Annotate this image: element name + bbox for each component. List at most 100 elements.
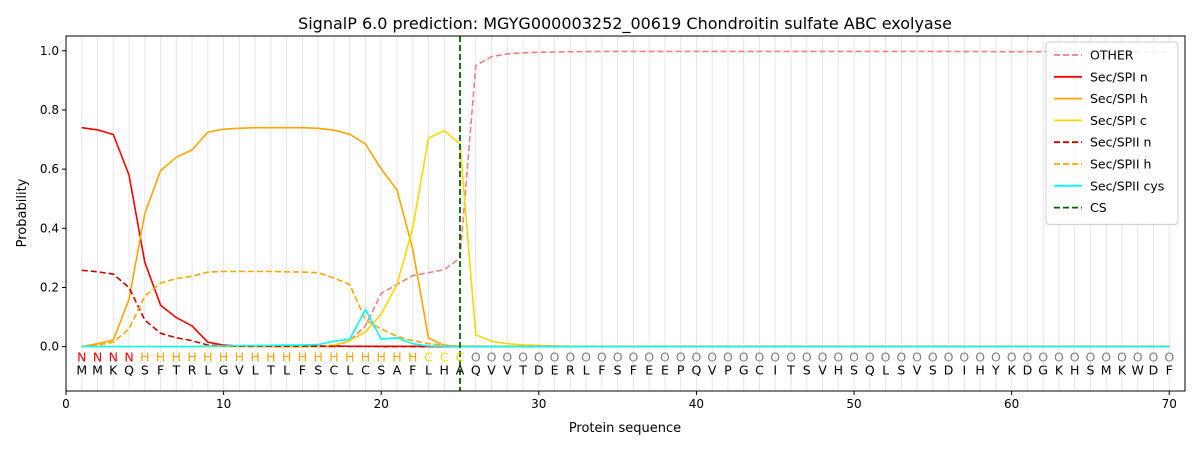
chart-title: SignalP 6.0 prediction: MGYG000003252_00… <box>298 14 952 34</box>
legend: OTHER Sec/SPI n Sec/SPI h Sec/SPI c Sec/SPII… <box>1045 41 1179 225</box>
series-line-sec-spi-h <box>81 126 1170 348</box>
residue-label: F <box>409 363 416 378</box>
x-tick-label: 0 <box>62 397 70 411</box>
series-layer <box>81 50 1170 348</box>
residue-label: V <box>708 363 717 378</box>
x-tick-label: 50 <box>846 397 861 411</box>
region-label: O <box>912 349 922 364</box>
region-label: O <box>707 349 717 364</box>
residue-label: Q <box>124 363 134 378</box>
region-label: H <box>250 349 259 364</box>
region-label: O <box>833 349 843 364</box>
residue-label: D <box>944 363 954 378</box>
region-label: H <box>345 349 354 364</box>
residue-label: K <box>1118 363 1127 378</box>
residue-label: L <box>204 363 211 378</box>
residue-label: K <box>1008 363 1017 378</box>
region-label: O <box>881 349 891 364</box>
y-axis-ticks: 0.0 0.2 0.4 0.6 0.8 1.0 <box>40 44 66 354</box>
series-line-sec-spi-c <box>81 129 1170 348</box>
x-tick-label: 20 <box>374 397 389 411</box>
residue-label: Q <box>865 363 875 378</box>
residue-label: S <box>1086 363 1094 378</box>
region-label: O <box>928 349 938 364</box>
residue-label: T <box>172 363 181 378</box>
region-label: O <box>802 349 812 364</box>
region-label: O <box>597 349 607 364</box>
residue-label: V <box>487 363 496 378</box>
region-label: C <box>456 349 465 364</box>
residue-label: V <box>503 363 512 378</box>
residue-label: E <box>551 363 559 378</box>
residue-label: T <box>266 363 275 378</box>
residue-label: T <box>518 363 527 378</box>
region-label: O <box>865 349 875 364</box>
residue-label: V <box>913 363 922 378</box>
region-label: O <box>944 349 954 364</box>
residue-label: Y <box>991 363 1000 378</box>
region-label: H <box>377 349 386 364</box>
region-label: O <box>1038 349 1048 364</box>
residue-label: Q <box>692 363 702 378</box>
region-label: O <box>739 349 749 364</box>
series-line-sec-spii-h <box>81 270 1170 348</box>
residue-label: L <box>252 363 259 378</box>
residue-label: C <box>330 363 339 378</box>
region-label: O <box>471 349 481 364</box>
region-label: O <box>692 349 702 364</box>
x-axis-ticks: 0 10 20 30 40 50 60 70 <box>62 391 1177 411</box>
legend-label: Sec/SPI c <box>1090 113 1147 128</box>
residue-label: Q <box>471 363 481 378</box>
region-label: O <box>1054 349 1064 364</box>
region-label: O <box>581 349 591 364</box>
region-label: O <box>959 349 969 364</box>
region-label: H <box>408 349 417 364</box>
region-label: O <box>534 349 544 364</box>
residue-label: E <box>645 363 653 378</box>
residue-label: S <box>850 363 858 378</box>
y-tick-label: 0.6 <box>40 162 59 176</box>
residue-label: F <box>157 363 164 378</box>
residue-label: G <box>219 363 229 378</box>
region-label: O <box>896 349 906 364</box>
region-label: O <box>1149 349 1159 364</box>
residue-label: D <box>534 363 544 378</box>
residue-label: W <box>1132 363 1144 378</box>
y-tick-label: 0.0 <box>40 340 59 354</box>
region-label: O <box>676 349 686 364</box>
residue-label: G <box>739 363 749 378</box>
residue-label: A <box>393 363 402 378</box>
region-label: O <box>550 349 560 364</box>
region-label: H <box>187 349 196 364</box>
residue-label: E <box>661 363 669 378</box>
residue-label: H <box>834 363 843 378</box>
legend-label: OTHER <box>1090 48 1134 63</box>
region-label: H <box>329 349 338 364</box>
residue-label: T <box>786 363 795 378</box>
region-label: O <box>518 349 528 364</box>
residue-label: S <box>929 363 937 378</box>
residue-label: S <box>377 363 385 378</box>
x-tick-label: 60 <box>1004 397 1019 411</box>
region-label: N <box>109 349 118 364</box>
series-line-other <box>81 50 1170 348</box>
residue-label: R <box>566 363 575 378</box>
region-label: O <box>849 349 859 364</box>
region-label: O <box>991 349 1001 364</box>
legend-box <box>1045 41 1179 225</box>
residue-label: V <box>235 363 244 378</box>
series-line-sec-spi-n <box>81 126 1170 348</box>
region-label: O <box>565 349 575 364</box>
y-tick-label: 0.4 <box>40 221 59 235</box>
residue-label: S <box>803 363 811 378</box>
region-label: O <box>1101 349 1111 364</box>
region-label: O <box>975 349 985 364</box>
region-label: H <box>298 349 307 364</box>
legend-label: Sec/SPII cys <box>1090 178 1164 193</box>
legend-label: Sec/SPI h <box>1090 91 1148 106</box>
region-label: O <box>755 349 765 364</box>
region-label: H <box>361 349 370 364</box>
region-label: H <box>172 349 181 364</box>
residue-label: F <box>299 363 306 378</box>
